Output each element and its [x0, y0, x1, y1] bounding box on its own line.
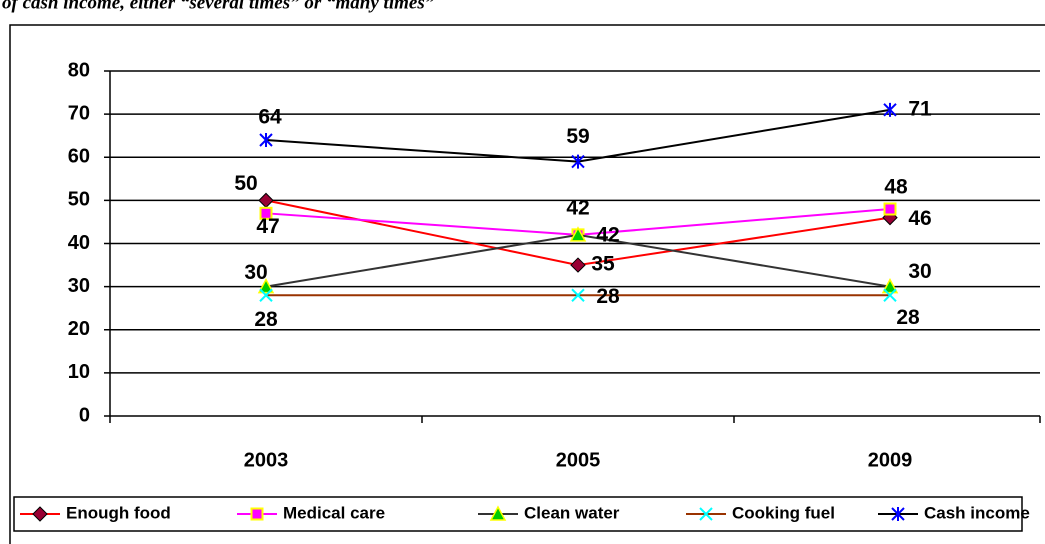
- data-label: 28: [254, 308, 278, 331]
- data-label: 71: [908, 97, 932, 120]
- y-tick-label: 20: [68, 318, 90, 340]
- x-tick-label: 2005: [556, 449, 601, 471]
- y-tick-label: 50: [68, 189, 90, 211]
- data-label: 64: [258, 106, 282, 129]
- data-label: 59: [566, 125, 589, 148]
- marker: [571, 288, 585, 302]
- data-label: 47: [256, 215, 279, 238]
- data-label: 30: [908, 260, 931, 283]
- data-label: 28: [896, 306, 920, 329]
- x-tick-label: 2003: [244, 449, 289, 471]
- data-label: 35: [591, 253, 615, 276]
- marker: [32, 506, 48, 522]
- legend-label: Medical care: [283, 503, 385, 522]
- marker: [258, 192, 274, 209]
- y-tick-label: 10: [68, 361, 90, 383]
- marker: [569, 226, 587, 242]
- chart-border: [9, 24, 1045, 544]
- data-label: 50: [234, 172, 257, 195]
- y-tick-label: 70: [68, 102, 90, 124]
- series: 50 35 46: [234, 172, 931, 276]
- marker: [259, 288, 273, 302]
- marker: [699, 507, 713, 521]
- marker: [891, 507, 905, 521]
- marker: [259, 133, 273, 147]
- data-label: 30: [244, 261, 267, 284]
- y-tick-label: 60: [68, 146, 90, 168]
- y-tick-label: 40: [68, 232, 90, 254]
- data-label: 42: [596, 223, 619, 246]
- marker: [883, 288, 897, 302]
- marker: [570, 257, 586, 273]
- marker: [259, 206, 273, 220]
- chart-title: of cash income, either “several times” o…: [2, 0, 435, 13]
- marker: [883, 202, 897, 216]
- marker: [881, 278, 899, 294]
- data-label: 42: [566, 196, 589, 219]
- y-tick-label: 30: [68, 275, 90, 297]
- legend-label: Enough food: [66, 503, 171, 522]
- marker: [571, 154, 585, 169]
- y-tick-label: 0: [79, 404, 90, 426]
- marker: [489, 505, 507, 521]
- marker: [257, 278, 275, 294]
- marker: [883, 102, 897, 117]
- legend-label: Cooking fuel: [732, 503, 835, 522]
- data-label: 28: [596, 285, 620, 308]
- data-label: 48: [884, 176, 908, 199]
- series: 30 42 30: [244, 223, 932, 294]
- series: 64 59 71: [258, 97, 932, 169]
- data-label: 46: [908, 207, 931, 230]
- marker: [250, 507, 264, 521]
- x-tick-label: 2009: [868, 449, 913, 471]
- y-tick-label: 80: [68, 59, 90, 81]
- legend-label: Clean water: [524, 503, 620, 522]
- series: 28 28 28: [254, 285, 920, 331]
- legend-label: Cash income: [924, 503, 1030, 522]
